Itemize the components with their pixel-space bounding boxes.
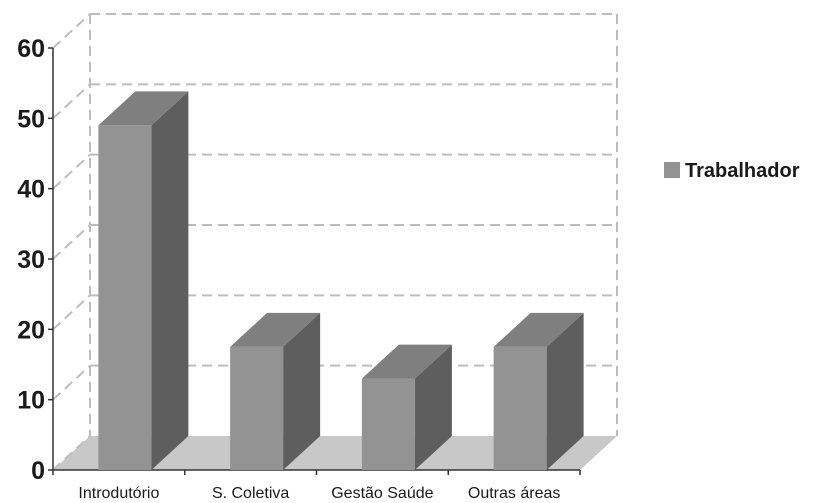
y-tick-label: 10 bbox=[17, 387, 45, 415]
y-tick-label: 20 bbox=[17, 316, 45, 344]
gridline-side bbox=[52, 435, 91, 471]
chart-gridlines bbox=[52, 13, 618, 471]
bar bbox=[493, 346, 547, 470]
y-tick-label: 60 bbox=[17, 35, 45, 63]
bar bbox=[230, 346, 284, 470]
y-tick-label: 50 bbox=[17, 105, 45, 133]
bar-side bbox=[151, 91, 189, 470]
gridline-side bbox=[52, 83, 91, 120]
x-category-label: Gestão Saúde bbox=[331, 485, 433, 502]
gridline-side bbox=[52, 364, 91, 401]
bar bbox=[98, 125, 152, 470]
legend: Trabalhador bbox=[664, 160, 800, 182]
gridline-side bbox=[52, 224, 91, 260]
bar-top bbox=[361, 344, 452, 379]
gridline-side bbox=[52, 13, 91, 49]
legend-label: Trabalhador bbox=[685, 160, 800, 182]
x-category-label: S. Coletiva bbox=[212, 485, 289, 502]
bar-side bbox=[414, 344, 452, 470]
bar-top bbox=[230, 312, 321, 347]
bar-side bbox=[283, 312, 321, 470]
y-tick-label: 0 bbox=[31, 457, 45, 485]
x-category-label: Introdutório bbox=[78, 485, 159, 502]
chart-floor bbox=[53, 436, 617, 470]
bar-side bbox=[546, 312, 584, 470]
bar-top bbox=[98, 91, 189, 126]
x-category-label: Outras áreas bbox=[468, 485, 560, 502]
gridline-side bbox=[52, 294, 91, 331]
x-axis-category-labels: Introdutório S. Coletiva Gestão Saúde Outra… bbox=[78, 485, 560, 502]
bar-top bbox=[493, 312, 584, 347]
y-axis-tick-labels: 0 10 20 30 40 50 60 bbox=[17, 35, 45, 485]
floor-plane bbox=[53, 436, 617, 470]
chart-bars bbox=[98, 91, 584, 470]
bar bbox=[361, 378, 415, 470]
y-tick-label: 40 bbox=[17, 176, 45, 204]
legend-swatch bbox=[664, 162, 680, 178]
y-tick-label: 30 bbox=[17, 246, 45, 274]
gridline-side bbox=[52, 153, 91, 190]
